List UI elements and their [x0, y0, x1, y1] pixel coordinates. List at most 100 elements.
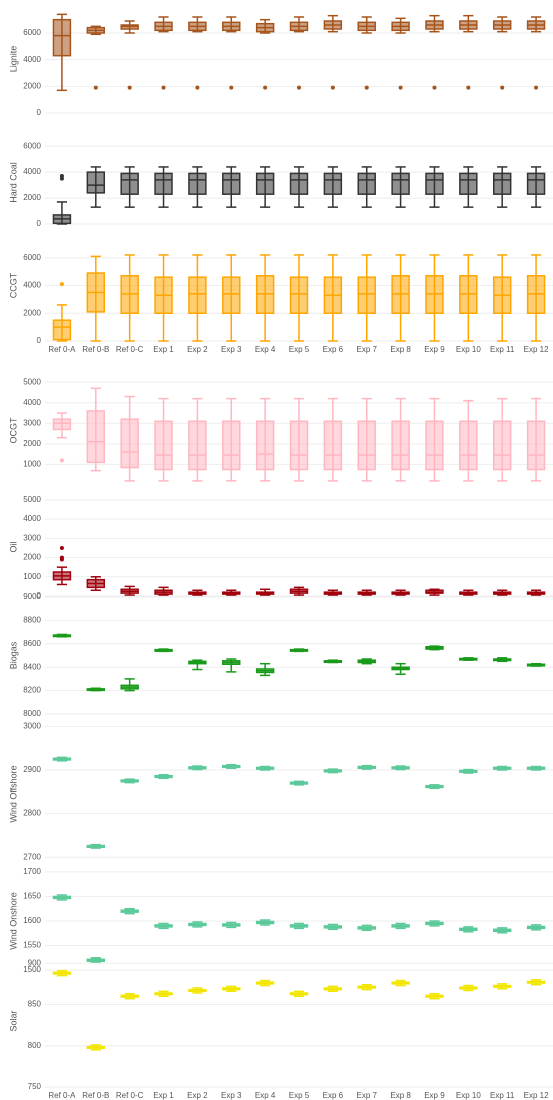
outlier — [59, 282, 64, 287]
y-tick-label: 3000 — [23, 533, 41, 542]
x-tick-label: Exp 10 — [456, 1091, 481, 1100]
y-axis-label: Wind Onshore — [8, 892, 18, 950]
y-tick-label: 1000 — [23, 460, 41, 469]
x-tick-label: Exp 12 — [524, 1091, 549, 1100]
x-tick-label: Exp 9 — [424, 1091, 445, 1100]
outlier — [59, 174, 64, 179]
y-axis-label: Wind Offshore — [8, 765, 18, 822]
box — [492, 420, 512, 471]
y-tick-label: 2000 — [23, 439, 41, 448]
box — [459, 172, 478, 195]
box — [391, 172, 410, 195]
box — [120, 172, 139, 195]
x-tick-label: Exp 11 — [490, 345, 515, 354]
box — [425, 420, 444, 471]
y-tick-label: 2900 — [23, 765, 41, 774]
box — [120, 418, 139, 469]
x-tick-label: Ref 0-A — [48, 1091, 76, 1100]
box — [391, 420, 410, 471]
outlier — [466, 85, 471, 90]
box — [357, 172, 376, 195]
y-tick-label: 1700 — [23, 867, 41, 876]
y-tick-label: 8800 — [23, 616, 41, 625]
y-tick-label: 2700 — [23, 852, 41, 861]
x-tick-label: Exp 1 — [153, 345, 174, 354]
y-tick-label: 900 — [28, 958, 42, 967]
box — [188, 276, 207, 314]
box — [52, 418, 72, 431]
x-tick-label: Exp 10 — [456, 345, 481, 354]
outlier — [161, 85, 166, 90]
outlier — [59, 545, 64, 550]
y-tick-label: 1500 — [23, 965, 41, 974]
box — [222, 172, 241, 195]
box — [86, 410, 106, 464]
x-tick-label: Exp 1 — [153, 1091, 174, 1100]
x-tick-label: Exp 2 — [187, 345, 208, 354]
box — [222, 276, 241, 314]
y-tick-label: 2800 — [23, 809, 41, 818]
x-tick-label: Exp 7 — [356, 1091, 377, 1100]
outlier — [59, 555, 64, 560]
y-axis-label: Lignite — [8, 46, 18, 73]
y-tick-label: 5000 — [23, 495, 41, 504]
x-tick-label: Ref 0-B — [82, 1091, 109, 1100]
y-axis-label: Solar — [8, 1010, 18, 1031]
y-tick-label: 2000 — [23, 308, 41, 317]
x-tick-label: Exp 11 — [490, 1091, 515, 1100]
box — [188, 420, 207, 471]
y-tick-label: 0 — [37, 219, 42, 228]
y-tick-label: 850 — [28, 1000, 42, 1009]
outlier — [229, 85, 234, 90]
y-tick-label: 4000 — [23, 55, 41, 64]
x-tick-label: Exp 2 — [187, 1091, 208, 1100]
outlier — [93, 85, 98, 90]
y-tick-label: 0 — [37, 108, 42, 117]
y-tick-label: 4000 — [23, 514, 41, 523]
y-tick-label: 6000 — [23, 141, 41, 150]
box — [357, 420, 376, 471]
y-axis-label: Hard Coal — [8, 162, 18, 203]
y-tick-label: 2000 — [23, 193, 41, 202]
box — [289, 276, 309, 314]
y-tick-label: 2000 — [23, 81, 41, 90]
y-tick-label: 9000 — [23, 592, 41, 601]
y-tick-label: 5000 — [23, 377, 41, 386]
y-tick-label: 750 — [28, 1082, 42, 1091]
box — [323, 420, 343, 471]
y-tick-label: 8600 — [23, 639, 41, 648]
outlier — [432, 85, 437, 90]
y-tick-label: 8000 — [23, 709, 41, 718]
outlier — [500, 85, 505, 90]
outlier — [364, 85, 369, 90]
outlier — [534, 85, 539, 90]
box — [425, 172, 444, 195]
box — [154, 420, 173, 471]
box — [154, 172, 173, 195]
box — [289, 420, 309, 471]
y-tick-label: 1650 — [23, 892, 41, 901]
y-tick-label: 1000 — [23, 572, 41, 581]
box — [459, 420, 478, 471]
box — [323, 172, 343, 195]
y-tick-label: 1550 — [23, 941, 41, 950]
x-tick-label: Exp 4 — [255, 345, 276, 354]
box — [188, 172, 207, 195]
x-tick-label: Exp 9 — [424, 345, 445, 354]
outlier — [195, 85, 200, 90]
x-tick-label: Exp 8 — [390, 345, 411, 354]
y-tick-label: 6000 — [23, 253, 41, 262]
x-tick-label: Exp 3 — [221, 1091, 242, 1100]
y-tick-label: 6000 — [23, 28, 41, 37]
y-tick-label: 1600 — [23, 916, 41, 925]
y-axis-label: Biogas — [8, 641, 18, 669]
outlier — [127, 85, 132, 90]
box — [492, 172, 512, 195]
y-tick-label: 4000 — [23, 167, 41, 176]
outlier — [297, 85, 301, 90]
x-tick-label: Exp 6 — [323, 1091, 344, 1100]
outlier — [398, 85, 403, 90]
x-tick-label: Ref 0-C — [116, 1091, 144, 1100]
y-tick-label: 8400 — [23, 662, 41, 671]
